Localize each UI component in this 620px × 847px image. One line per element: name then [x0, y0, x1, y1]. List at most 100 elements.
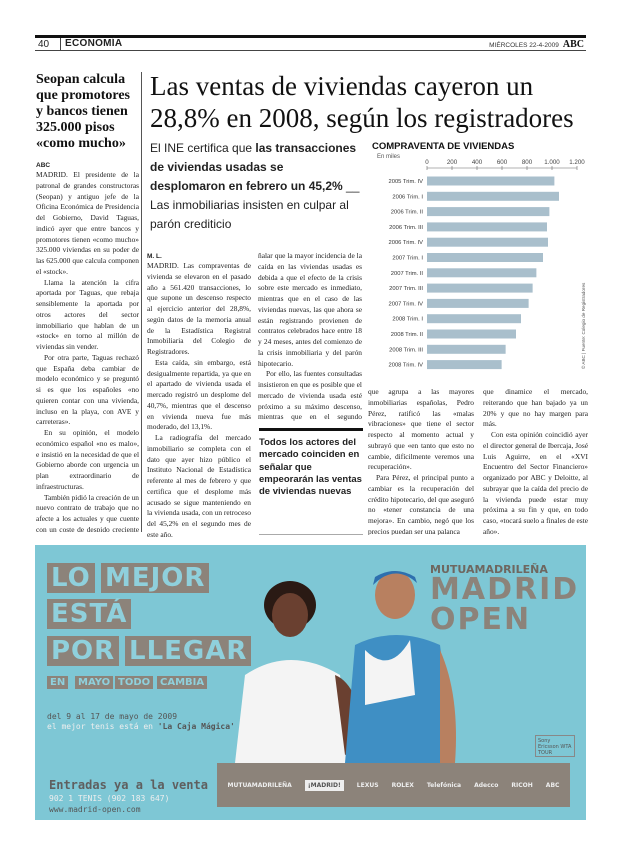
paragraph: También pidió la creación de un nuevo co… — [36, 492, 139, 533]
date: MIÉRCOLES 22-4-2009 — [489, 42, 559, 49]
venue-line: el mejor tenis está en 'La Caja Mágica' — [47, 722, 235, 731]
bar — [427, 191, 559, 201]
category-label: 2006 Trim. I — [392, 194, 423, 200]
paragraph: MADRID. Las compraventas de vivienda se … — [147, 261, 251, 356]
category-label: 2007 Trim. III — [389, 286, 423, 292]
tagline-word: TODO — [115, 676, 154, 689]
column-1-body: MADRID. Las compraventas de vivienda se … — [147, 261, 251, 539]
paragraph: MADRID. El presidente de la patronal de … — [36, 170, 139, 276]
category-label: 2006 Trim. IV — [389, 240, 424, 246]
bar — [427, 237, 548, 247]
header-rule — [35, 50, 586, 51]
slogan-word: POR — [47, 636, 120, 666]
category-label: 2007 Trim. I — [392, 256, 423, 262]
bar — [427, 268, 537, 278]
sponsor-logo: ABC — [545, 781, 560, 789]
tick-label: 200 — [447, 159, 458, 166]
dateline: MIÉRCOLES 22-4-2009 ABC — [489, 39, 584, 50]
byline: M. L. — [147, 253, 162, 260]
chart-source: © ABC | Fuente: Colegio de Registradores — [580, 282, 586, 369]
category-label: 2008 Trim. III — [389, 347, 423, 353]
slogan-word: ESTÁ — [47, 599, 132, 629]
category-label: 2008 Trim. IV — [389, 363, 424, 369]
deck-bold: las transacciones de viviendas usadas se… — [150, 141, 357, 193]
paragraph: Llama la atención la cifra aportada por … — [36, 277, 139, 352]
brand-main: MADRID OPEN — [430, 575, 579, 635]
website-link[interactable]: www.madrid-open.com — [49, 805, 141, 814]
sponsors-bar: MUTUAMADRILEÑA ¡MADRID! LEXUS ROLEX Telefóni… — [217, 763, 570, 807]
brand-open: OPEN — [430, 602, 532, 637]
article-column-4: que dinamice el mercado, reiterando que … — [483, 387, 588, 535]
bar — [427, 222, 547, 232]
tick-label: 1.000 — [544, 159, 560, 166]
bar — [427, 253, 543, 262]
category-label: 2006 Trim. II — [391, 210, 424, 216]
tagline-word: EN — [47, 676, 69, 689]
category-label: 2007 Trim. II — [391, 271, 424, 277]
tick-label: 400 — [472, 159, 483, 166]
bar — [427, 176, 555, 186]
sidebar-article: Seopan calcula que promotores y bancos t… — [36, 72, 139, 532]
top-rule — [35, 35, 586, 38]
paragraph: Para Pérez, el principal punto a cambiar… — [368, 473, 474, 535]
phone: 902 1 TENIS (902 183 647) — [49, 794, 170, 803]
bar — [427, 360, 502, 370]
venue-lead: el mejor tenis está en — [47, 722, 158, 731]
page-number: 40 — [38, 39, 50, 50]
paragraph: Por otra parte, Taguas rechazó que Españ… — [36, 352, 139, 427]
bar — [427, 207, 550, 217]
byline: ABC — [36, 162, 51, 169]
paragraph: La radiografía del mercado inmobiliario … — [147, 433, 251, 539]
category-label: 2008 Trim. II — [391, 332, 424, 338]
sponsor-logo: ROLEX — [391, 781, 414, 789]
deck-separator: __ — [342, 179, 360, 193]
bar — [427, 298, 529, 308]
category-label: 2007 Trim. IV — [389, 301, 424, 307]
paragraph: En su opinión, el modelo económico españ… — [36, 428, 139, 491]
category-label: 2005 Trim. IV — [389, 179, 424, 185]
brand-top: MUTUAMADRILEÑA — [430, 563, 548, 576]
bar — [427, 329, 516, 339]
tick-label: 600 — [497, 159, 508, 166]
advertisement[interactable]: LO MEJOR ESTÁ POR LLEGAR EN MAYO TODO CA… — [35, 545, 586, 820]
sponsor-logo: Adecco — [474, 781, 499, 789]
paragraph: Esta caída, sin embargo, está desigualme… — [147, 357, 251, 432]
chart-subtitle: En miles — [377, 154, 401, 160]
sidebar-headline: Seopan calcula que promotores y bancos t… — [36, 72, 130, 151]
sponsor-logo: LEXUS — [356, 781, 379, 789]
bar — [427, 283, 533, 293]
main-headline: Las ventas de viviendas cayeron un 28,8%… — [150, 71, 574, 133]
bar — [427, 344, 506, 354]
slogan-word: LLEGAR — [125, 636, 252, 666]
paragraph: Por ello, las fuentes consultadas insist… — [258, 369, 362, 422]
sponsor-logo: ¡MADRID! — [304, 779, 344, 791]
column-divider — [141, 72, 142, 532]
paragraph: Con esta opinión coincidió ayer el direc… — [483, 430, 588, 535]
deck: El INE certifica que las transacciones d… — [150, 139, 362, 234]
chart-title: COMPRAVENTA DE VIVIENDAS — [372, 141, 515, 152]
tick-label: 800 — [522, 159, 533, 166]
section-label: ECONOMÍA — [60, 38, 122, 50]
article-column-1: M. L. MADRID. Las compraventas de vivien… — [147, 253, 251, 539]
venue: 'La Caja Mágica' — [157, 722, 235, 731]
tick-label: 1.200 — [569, 159, 585, 166]
article-column-3: que agrupa a las mayores inmobiliarias e… — [368, 387, 474, 535]
deck-rest: Las inmobiliarias insisten en culpar al … — [150, 198, 349, 231]
pull-quote-rule — [259, 534, 363, 535]
tickets-text: Entradas ya a la venta — [49, 778, 208, 792]
slogan-word: MEJOR — [101, 563, 210, 593]
wta-badge: Sony Ericsson WTA TOUR — [535, 735, 575, 757]
category-label: 2008 Trim. I — [392, 317, 423, 323]
slogan-word: LO — [47, 563, 95, 593]
bar-chart: 0 200 400 600 800 1.000 1.200 2005 Trim. IV 2006… — [389, 159, 586, 370]
paragraph: ñalar que la mayor incidencia de la caíd… — [258, 251, 362, 368]
paragraph: que dinamice el mercado, reiterando que … — [483, 387, 588, 429]
category-label: 2006 Trim. III — [389, 225, 423, 231]
sponsor-logo: MUTUAMADRILEÑA — [227, 781, 292, 789]
article-column-2: ñalar que la mayor incidencia de la caíd… — [258, 251, 362, 423]
brand-madrid: MADRID — [430, 572, 580, 607]
bar — [427, 314, 521, 324]
paragraph: que agrupa a las mayores inmobiliarias e… — [368, 387, 474, 472]
sponsor-logo: RICOH — [511, 781, 533, 789]
sidebar-body: MADRID. El presidente de la patronal de … — [36, 170, 139, 532]
